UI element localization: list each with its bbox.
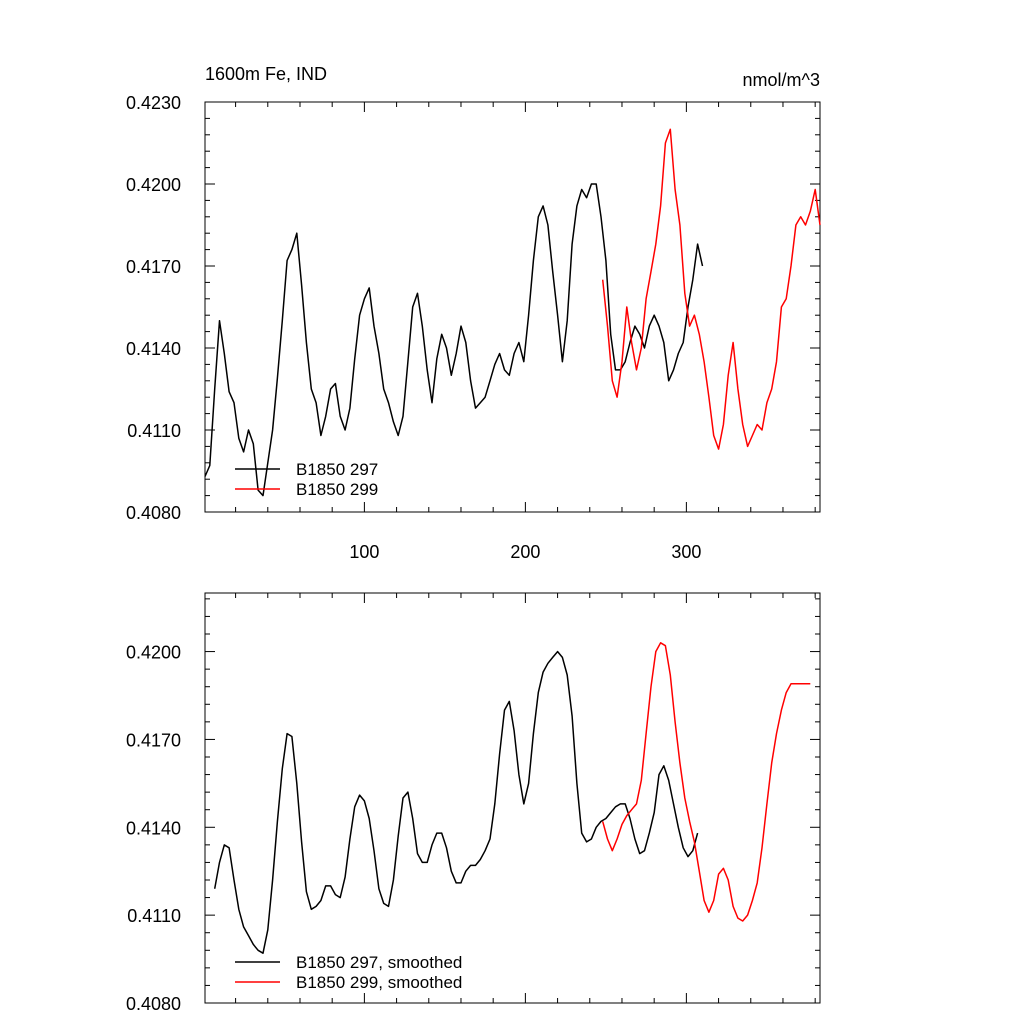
title-right: nmol/m^3 [743,70,820,90]
bottom-panel: 0.4080 0.4110 0.4140 0.4170 0.4200 B1850 297,… [126,592,821,1014]
title-left: 1600m Fe, IND [205,64,327,84]
y-tick-label: 0.4080 [126,994,181,1014]
plot-frame [204,592,821,1004]
plot-frame [204,101,821,513]
series-line-1 [204,183,704,497]
x-tick-label: 300 [671,542,701,562]
series-line-1 [213,650,699,954]
legend-label-1: B1850 297 [296,460,378,479]
y-tick-label: 0.4170 [126,257,181,277]
legend-label-2: B1850 299, smoothed [296,973,462,992]
y-tick-label: 0.4170 [126,730,181,750]
x-tick-label: 100 [349,542,379,562]
y-tick-label: 0.4080 [126,503,181,523]
legend-label-1: B1850 297, smoothed [296,953,462,972]
y-tick-label: 0.4140 [126,339,181,359]
top-panel: 0.4080 0.4110 0.4140 0.4170 0.4200 0.4230 100 2… [126,64,821,562]
series-line-2 [601,128,821,450]
y-tick-label: 0.4200 [126,643,181,663]
legend-label-2: B1850 299 [296,480,378,499]
series-line-2 [601,642,811,922]
y-tick-label: 0.4110 [127,421,181,441]
y-tick-label: 0.4230 [126,93,181,113]
x-tick-label: 200 [510,542,540,562]
y-tick-label: 0.4140 [126,818,181,838]
y-tick-label: 0.4110 [127,906,181,926]
y-tick-label: 0.4200 [126,175,181,195]
